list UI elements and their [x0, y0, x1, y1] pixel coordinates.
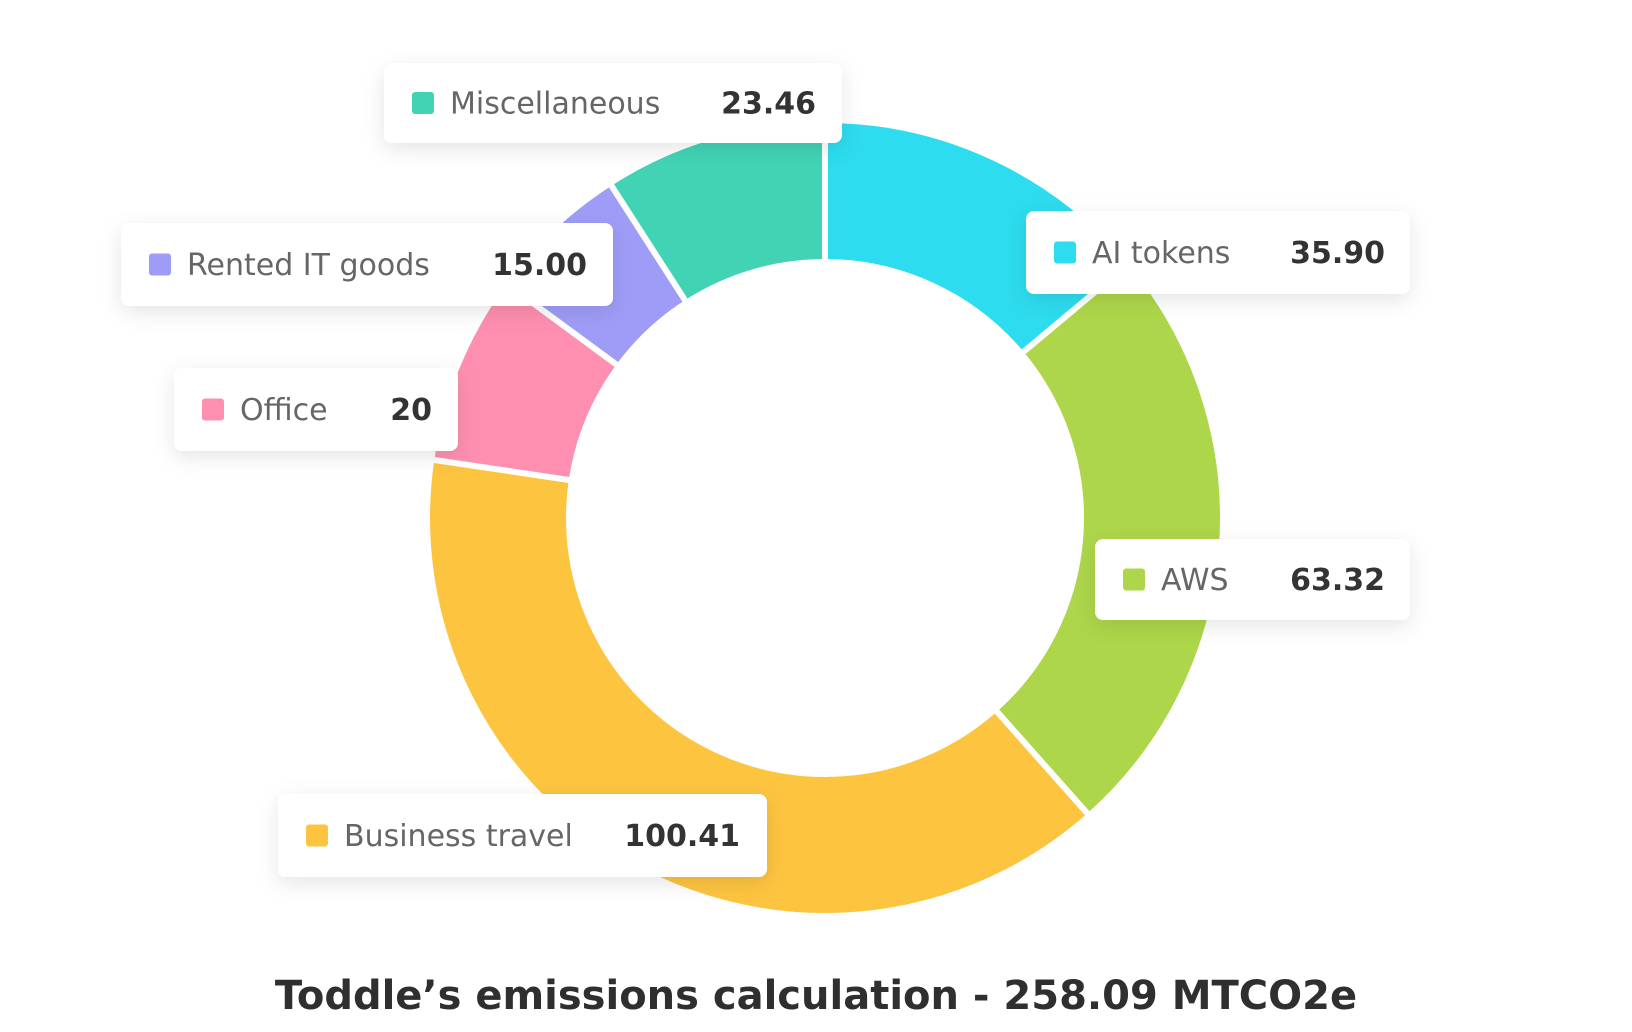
legend-swatch	[202, 398, 224, 421]
legend-item: AI tokens 35.90	[1026, 211, 1410, 294]
legend-label: Rented IT goods	[187, 248, 430, 283]
value-label: 100.41	[624, 819, 740, 854]
legend-swatch	[1054, 241, 1076, 264]
legend-swatch	[149, 253, 171, 276]
legend-label: Business travel	[344, 819, 573, 854]
labels: AI tokens 35.90 AWS 63.32 Business travel 100…	[121, 63, 1410, 877]
value-label: 15.00	[492, 248, 587, 283]
value-label: 23.46	[721, 87, 816, 122]
label-box	[1026, 211, 1410, 294]
value-label: 20	[390, 393, 432, 428]
value-label: 35.90	[1290, 236, 1385, 271]
legend-swatch	[1123, 568, 1145, 591]
chart-title: Toddle’s emissions calculation - 258.09 …	[275, 973, 1357, 1019]
legend-label: AWS	[1161, 563, 1229, 598]
label-box	[174, 368, 458, 451]
legend-item: Office 20	[174, 368, 458, 451]
label-box	[384, 63, 842, 143]
legend-item: Business travel 100.41	[278, 794, 767, 877]
legend-label: Office	[240, 393, 328, 428]
legend-item: Rented IT goods 15.00	[121, 223, 613, 306]
label-box	[1095, 539, 1410, 620]
label-box	[121, 223, 613, 306]
legend-item: AWS 63.32	[1095, 539, 1410, 620]
legend-item: Miscellaneous 23.46	[384, 63, 842, 143]
legend-swatch	[306, 824, 328, 847]
legend-label: AI tokens	[1092, 236, 1230, 271]
value-label: 63.32	[1290, 563, 1385, 598]
legend-swatch	[412, 92, 434, 114]
label-box	[278, 794, 767, 877]
legend-label: Miscellaneous	[450, 87, 660, 122]
